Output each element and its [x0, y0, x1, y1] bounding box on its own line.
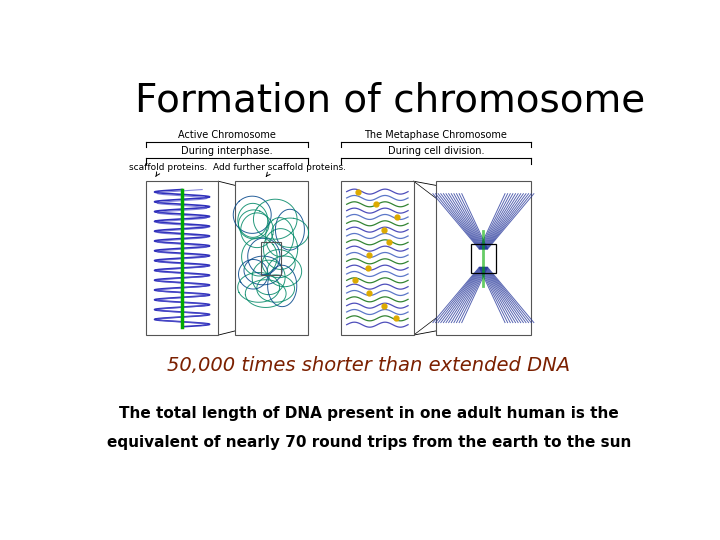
Text: Formation of chromosome: Formation of chromosome — [135, 82, 645, 119]
Text: During cell division.: During cell division. — [387, 146, 485, 156]
Text: Active Chromosome: Active Chromosome — [178, 130, 276, 140]
Bar — [261, 241, 282, 275]
Bar — [341, 181, 414, 335]
Text: The total length of DNA present in one adult human is the: The total length of DNA present in one a… — [119, 406, 619, 421]
Bar — [145, 181, 218, 335]
Text: equivalent of nearly 70 round trips from the earth to the sun: equivalent of nearly 70 round trips from… — [107, 435, 631, 450]
Text: During interphase.: During interphase. — [181, 146, 273, 156]
Bar — [471, 244, 495, 273]
Text: scaffold proteins.: scaffold proteins. — [129, 163, 207, 177]
Bar — [235, 181, 307, 335]
Text: The Metaphase Chromosome: The Metaphase Chromosome — [364, 130, 508, 140]
Text: Add further scaffold proteins.: Add further scaffold proteins. — [213, 163, 346, 177]
Bar — [436, 181, 531, 335]
Text: 50,000 times shorter than extended DNA: 50,000 times shorter than extended DNA — [168, 356, 570, 375]
